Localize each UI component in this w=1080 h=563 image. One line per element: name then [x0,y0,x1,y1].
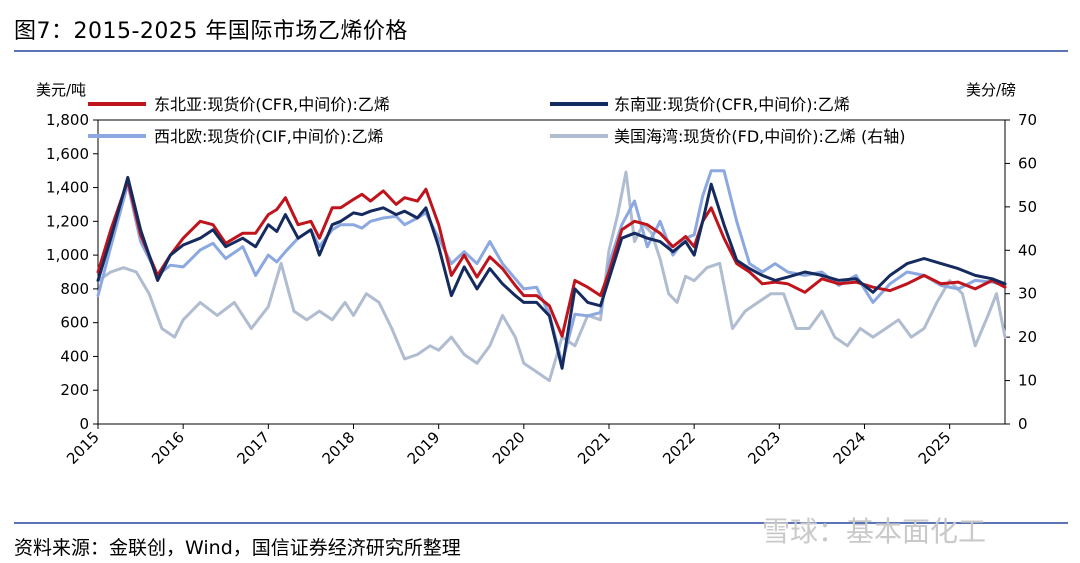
left-tick-label: 0 [79,415,89,433]
left-tick-label: 400 [60,347,89,365]
series-line [96,170,1007,383]
x-tick-label: 2016 [148,428,188,468]
left-tick-label: 600 [60,314,89,332]
x-tick-label: 2015 [63,428,103,468]
x-tick-label: 2017 [233,428,273,468]
x-tick-label: 2025 [915,428,955,468]
left-tick-label: 1,200 [46,212,89,230]
right-tick-label: 0 [1018,415,1028,433]
right-tick-label: 10 [1018,372,1037,390]
legend-label: 东南亚:现货价(CFR,中间价):乙烯 [614,95,850,114]
left-tick-label: 1,000 [46,246,89,264]
source-note: 资料来源：金联创，Wind，国信证券经济研究所整理 [14,537,461,559]
x-tick-label: 2019 [404,428,444,468]
legend-label: 西北欧:现货价(CIF,中间价):乙烯 [154,127,383,146]
series-line [96,175,1007,370]
x-tick-label: 2021 [574,428,614,468]
right-tick-label: 20 [1018,328,1037,346]
x-tick-label: 2018 [319,428,359,468]
right-tick-label: 70 [1018,111,1037,129]
right-tick-label: 50 [1018,198,1037,216]
watermark-text: 雪球：基本面化工 [762,515,987,548]
left-tick-label: 1,800 [46,111,89,129]
right-tick-label: 30 [1018,285,1037,303]
left-tick-label: 200 [60,381,89,399]
right-tick-label: 60 [1018,154,1037,172]
figure-title: 图7：2015-2025 年国际市场乙烯价格 [14,19,408,44]
footer-rule [14,522,1068,524]
x-tick-label: 2022 [659,428,699,468]
series-line [96,179,1007,338]
right-axis-label: 美分/磅 [966,81,1016,99]
x-tick-label: 2024 [830,428,870,468]
x-tick-label: 2020 [489,428,529,468]
title-rule [14,50,1068,52]
x-tick-label: 2023 [744,428,784,468]
legend-label: 美国海湾:现货价(FD,中间价):乙烯 (右轴) [614,127,905,146]
left-tick-label: 800 [60,280,89,298]
right-tick-label: 40 [1018,241,1037,259]
legend-label: 东北亚:现货价(CFR,中间价):乙烯 [154,95,390,114]
left-tick-label: 1,600 [46,145,89,163]
left-axis-label: 美元/吨 [36,81,86,99]
left-tick-label: 1,400 [46,179,89,197]
